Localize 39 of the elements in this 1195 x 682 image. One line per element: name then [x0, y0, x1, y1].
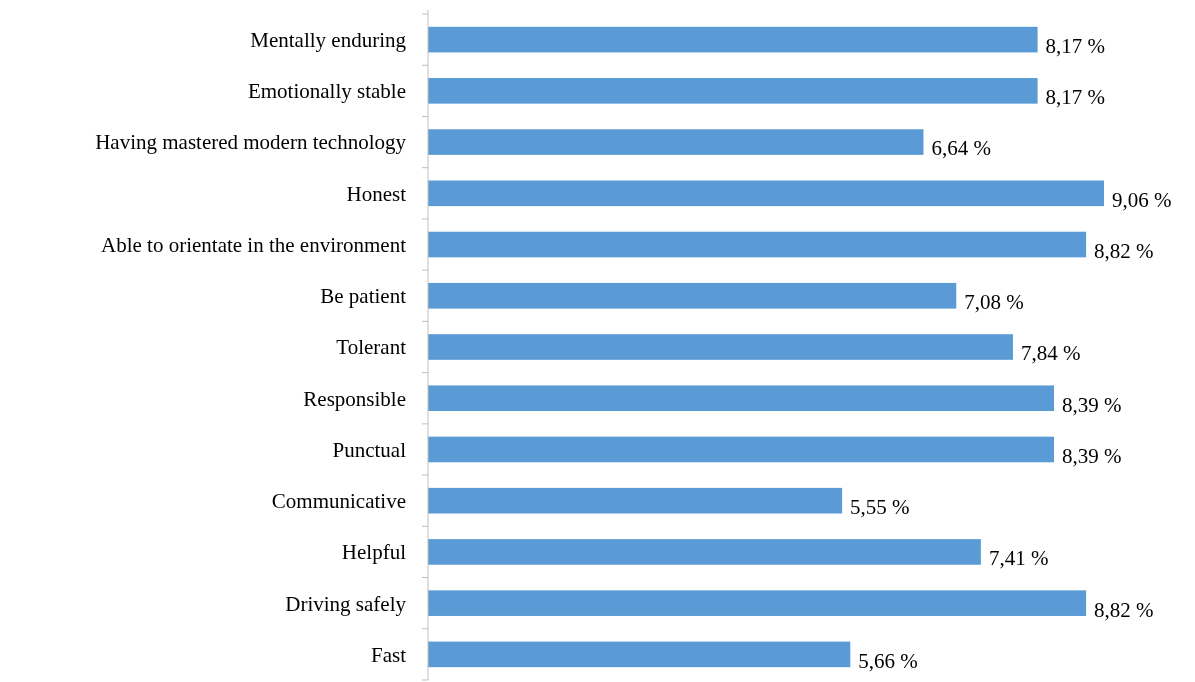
- y-tick-label: Tolerant: [336, 335, 407, 360]
- bar: [428, 26, 1038, 53]
- data-label: 8,82 %: [1094, 238, 1154, 263]
- data-label: 8,17 %: [1045, 85, 1106, 110]
- y-tick-label: Helpful: [341, 540, 407, 565]
- bar: [428, 539, 981, 565]
- y-tick-label: Honest: [346, 181, 407, 206]
- bar: [428, 78, 1038, 104]
- y-tick-label: Fast: [370, 642, 407, 667]
- bar: [428, 129, 924, 155]
- data-label: 8,17 %: [1045, 33, 1106, 58]
- data-label: 8,39 %: [1062, 392, 1122, 417]
- data-label: 7,41 %: [988, 546, 1049, 571]
- data-label: 8,39 %: [1062, 443, 1122, 468]
- data-label: 7,84 %: [1020, 341, 1081, 366]
- y-tick-label: Responsible: [303, 386, 406, 411]
- bar: [428, 282, 957, 309]
- data-label: 9,06 %: [1112, 187, 1172, 212]
- data-label: 6,64 %: [931, 136, 991, 161]
- data-label: 7,08 %: [964, 290, 1024, 315]
- bar: [428, 231, 1087, 258]
- bar: [428, 487, 843, 514]
- y-tick-label: Emotionally stable: [247, 79, 406, 104]
- y-tick-label: Driving safely: [285, 591, 407, 616]
- data-label: 5,55 %: [850, 495, 910, 520]
- data-label: 8,82 %: [1094, 597, 1154, 622]
- y-tick-label: Able to orientate in the environment: [101, 232, 407, 257]
- y-tick-label: Punctual: [332, 437, 407, 462]
- bar: [428, 641, 851, 668]
- bar: [428, 385, 1055, 412]
- data-label: 5,66 %: [858, 648, 918, 673]
- bar: [428, 180, 1104, 207]
- y-tick-label: Having mastered modern technology: [95, 130, 407, 155]
- bar: [428, 436, 1055, 463]
- bar: [428, 590, 1087, 616]
- y-tick-label: Communicative: [271, 489, 406, 514]
- bar: [428, 334, 1013, 360]
- y-tick-label: Mentally enduring: [250, 27, 407, 52]
- y-tick-label: Be patient: [320, 284, 407, 309]
